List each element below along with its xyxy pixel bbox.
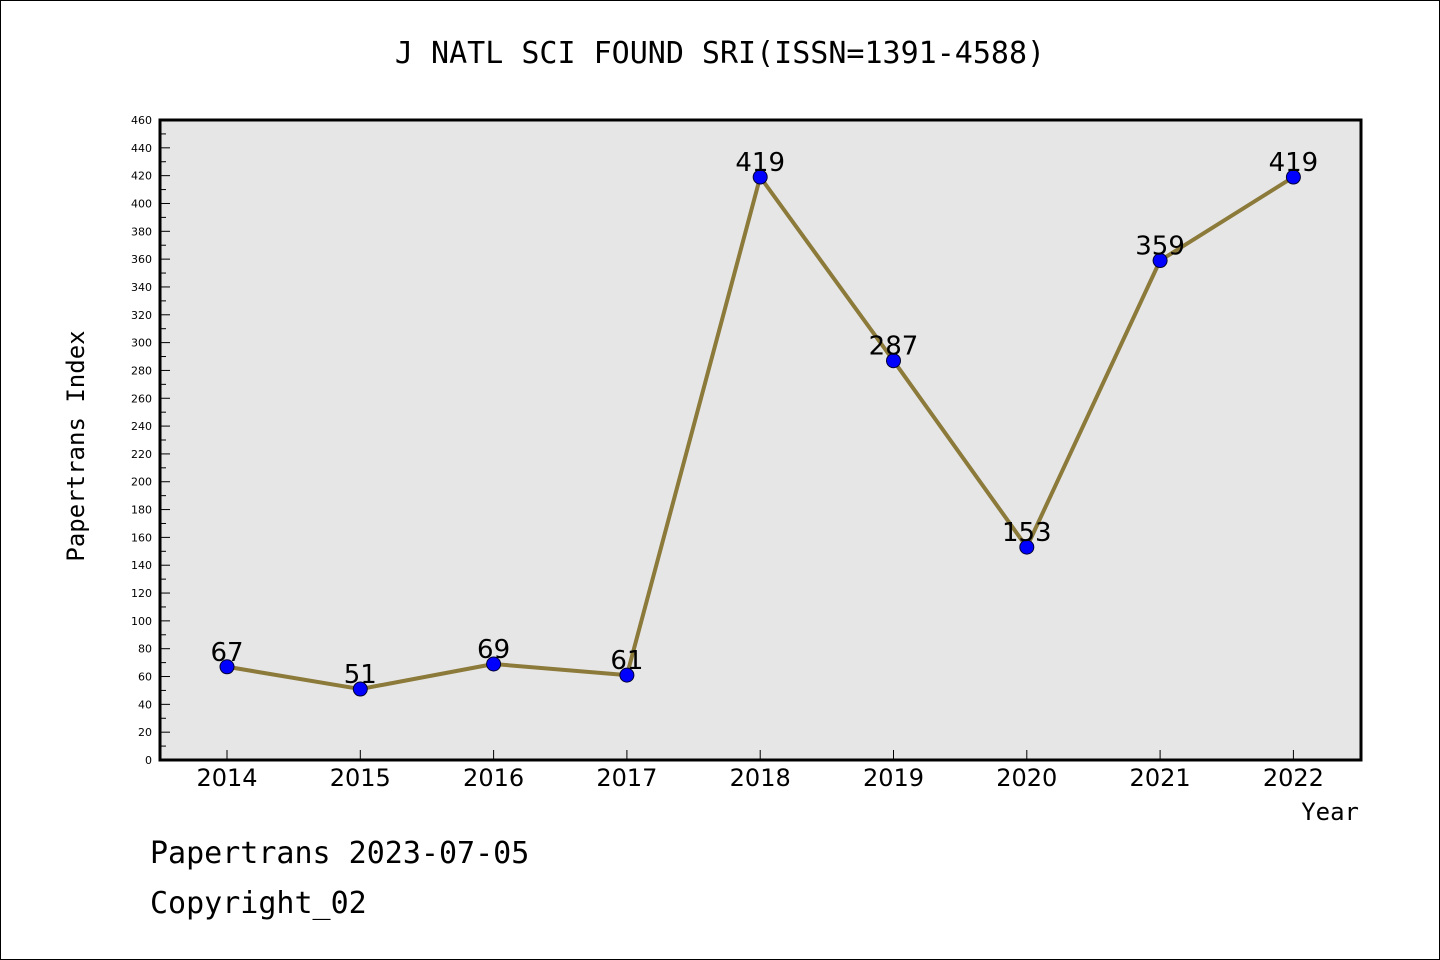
data-label: 51 — [344, 660, 377, 690]
data-point — [1152, 253, 1168, 269]
y-tick-label: 420 — [131, 170, 152, 183]
data-label: 67 — [210, 638, 243, 668]
data-point — [219, 659, 235, 675]
y-tick-label: 300 — [131, 337, 152, 350]
footer-copyright: Copyright_02 — [150, 886, 367, 921]
x-tick-label: 2021 — [1130, 764, 1191, 792]
y-tick-label: 280 — [131, 364, 152, 377]
y-axis-label: Papertrans Index — [62, 330, 90, 561]
y-tick-label: 380 — [131, 225, 152, 238]
y-tick-label: 180 — [131, 504, 152, 517]
x-tick-label: 2014 — [196, 764, 257, 792]
data-label: 359 — [1135, 232, 1185, 262]
y-tick-label: 360 — [131, 253, 152, 266]
y-tick-label: 440 — [131, 142, 152, 155]
x-axis-label: Year — [1301, 798, 1359, 826]
data-markers — [219, 169, 1301, 697]
y-tick-label: 320 — [131, 309, 152, 322]
data-point — [1285, 169, 1301, 185]
y-tick-label: 460 — [131, 114, 152, 127]
data-label: 69 — [477, 635, 510, 665]
y-tick-label: 20 — [138, 726, 152, 739]
y-tick-label: 160 — [131, 531, 152, 544]
y-tick-label: 40 — [138, 698, 152, 711]
y-tick-label: 220 — [131, 448, 152, 461]
chart-title: J NATL SCI FOUND SRI(ISSN=1391-4588) — [394, 36, 1046, 71]
y-tick-label: 80 — [138, 643, 152, 656]
data-point — [486, 656, 502, 672]
x-tick-label: 2016 — [463, 764, 524, 792]
data-label: 287 — [869, 332, 919, 362]
x-tick-label: 2015 — [330, 764, 391, 792]
footer-source: Papertrans 2023-07-05 — [150, 836, 530, 871]
x-tick-label: 2022 — [1263, 764, 1324, 792]
y-tick-label: 400 — [131, 197, 152, 210]
data-point — [752, 169, 768, 185]
data-label: 419 — [1269, 148, 1319, 178]
x-tick-label: 2018 — [730, 764, 791, 792]
data-point — [352, 681, 368, 697]
data-labels: 67 51 69 61 419 287 153 359 419 — [210, 148, 1318, 690]
y-tick-label: 120 — [131, 587, 152, 600]
plot-border — [158, 118, 1363, 762]
y-tick-label: 140 — [131, 559, 152, 572]
data-label: 61 — [610, 646, 643, 676]
data-point — [886, 353, 901, 369]
y-tick-label: 200 — [131, 476, 152, 489]
plot-area — [160, 120, 1361, 760]
x-tick-label: 2017 — [596, 764, 657, 792]
x-tick-label: 2020 — [996, 764, 1057, 792]
y-tick-label: 100 — [131, 615, 152, 628]
y-tick-label: 60 — [138, 671, 152, 684]
x-tick-label: 2019 — [863, 764, 924, 792]
x-axis-ticks: 2014 2015 2016 2017 2018 2019 2020 2021 2022 — [196, 750, 1324, 792]
y-tick-label: 260 — [131, 392, 152, 405]
data-point — [1019, 539, 1035, 555]
y-tick-label: 240 — [131, 420, 152, 433]
data-point — [619, 667, 635, 683]
y-tick-label: 0 — [145, 754, 152, 767]
y-axis-ticks: 0 20 40 60 80 100 120 140 160 180 200 220 240 260 280 3… — [131, 114, 170, 767]
data-label: 419 — [735, 148, 785, 178]
data-label: 153 — [1002, 518, 1052, 548]
y-tick-label: 340 — [131, 281, 152, 294]
